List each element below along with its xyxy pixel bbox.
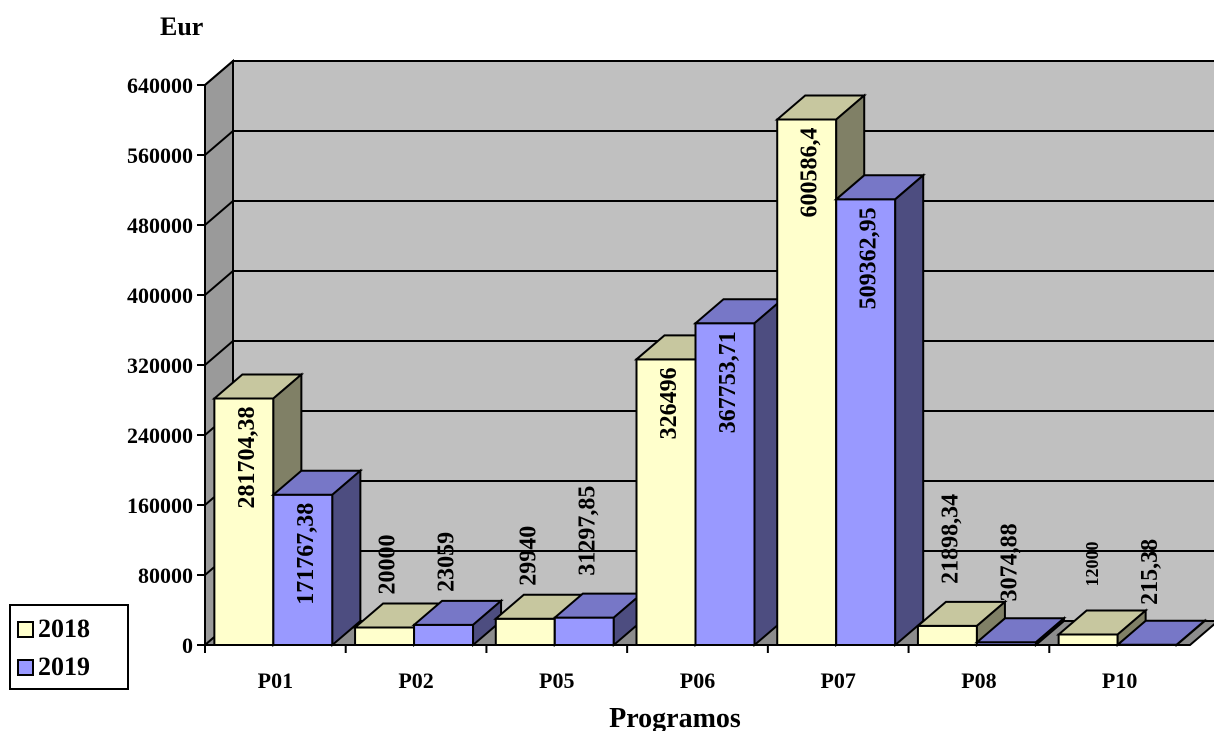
data-label-2018-P07: 600586,4 xyxy=(797,127,823,217)
data-label-2019-P06: 367753,71 xyxy=(715,331,741,433)
data-label-2019-P05: 31297,85 xyxy=(574,486,600,576)
y-tick-label: 160000 xyxy=(127,493,193,518)
x-tick-label: P07 xyxy=(820,668,855,693)
x-tick-label: P01 xyxy=(258,668,293,693)
gridline-side xyxy=(204,270,234,296)
data-label-2018-P10: 12000 xyxy=(1082,542,1102,587)
data-label-2019-P01: 171767,38 xyxy=(293,503,319,605)
gridline-side xyxy=(204,200,234,226)
bar-2019-P02 xyxy=(411,598,504,648)
data-label-2018-P05: 29940 xyxy=(515,526,541,586)
bar-2019-P01 xyxy=(270,468,364,648)
data-labels: 281704,38 171767,38 20000 23059 29940 31297,8… xyxy=(234,127,1163,604)
legend-swatch-2018 xyxy=(17,620,34,638)
bar-2019-P08 xyxy=(974,616,1067,648)
data-label-2018-P01: 281704,38 xyxy=(234,407,260,509)
y-tick-label: 80000 xyxy=(138,563,193,588)
y-tick-label: 320000 xyxy=(127,353,193,378)
bar-2019-P05 xyxy=(552,591,645,648)
legend-label-2019: 2019 xyxy=(38,652,90,681)
y-tick-label: 560000 xyxy=(127,143,193,168)
data-label-2019-P07: 509362,95 xyxy=(856,207,882,309)
bars xyxy=(211,93,1208,648)
data-label-2018-P06: 326496 xyxy=(656,367,682,439)
data-label-2018-P02: 20000 xyxy=(375,535,401,595)
y-tick-label: 240000 xyxy=(127,423,193,448)
legend-item-2018: 2018 xyxy=(17,612,90,646)
y-tick-label: 480000 xyxy=(127,213,193,238)
bar-2018-P08 xyxy=(915,599,1008,648)
gridline-side xyxy=(204,130,234,156)
legend-item-2019: 2019 xyxy=(17,650,90,684)
gridline-side xyxy=(204,340,234,366)
data-label-2019-P02: 23059 xyxy=(434,532,460,592)
bar-2019-P06 xyxy=(692,297,786,648)
y-axis-title: Eur xyxy=(160,12,203,41)
legend-label-2018: 2018 xyxy=(38,614,90,643)
x-tick-label: P08 xyxy=(961,668,996,693)
y-tick-label: 400000 xyxy=(127,283,193,308)
x-tick-label: P10 xyxy=(1102,668,1137,693)
data-label-2019-P10: 215,38 xyxy=(1137,539,1163,605)
bar-2018-P10 xyxy=(1055,608,1149,648)
x-axis-title: Programos xyxy=(609,703,741,731)
x-tick-label: P06 xyxy=(680,668,715,693)
y-tick-label: 0 xyxy=(182,633,193,658)
x-tick-label: P02 xyxy=(398,668,433,693)
x-tick-label: P05 xyxy=(539,668,574,693)
legend-swatch-2019 xyxy=(17,658,34,676)
data-label-2018-P08: 21898,34 xyxy=(937,494,963,584)
bar-2019-P10 xyxy=(1114,618,1208,648)
gridline-side xyxy=(204,60,234,86)
legend: 2018 2019 xyxy=(9,604,129,690)
y-tick-label: 640000 xyxy=(127,73,193,98)
axes: 0 80000 160000 240000 320000 400000 480000 5600… xyxy=(127,73,1190,693)
data-label-2019-P08: 3074,88 xyxy=(996,523,1022,601)
